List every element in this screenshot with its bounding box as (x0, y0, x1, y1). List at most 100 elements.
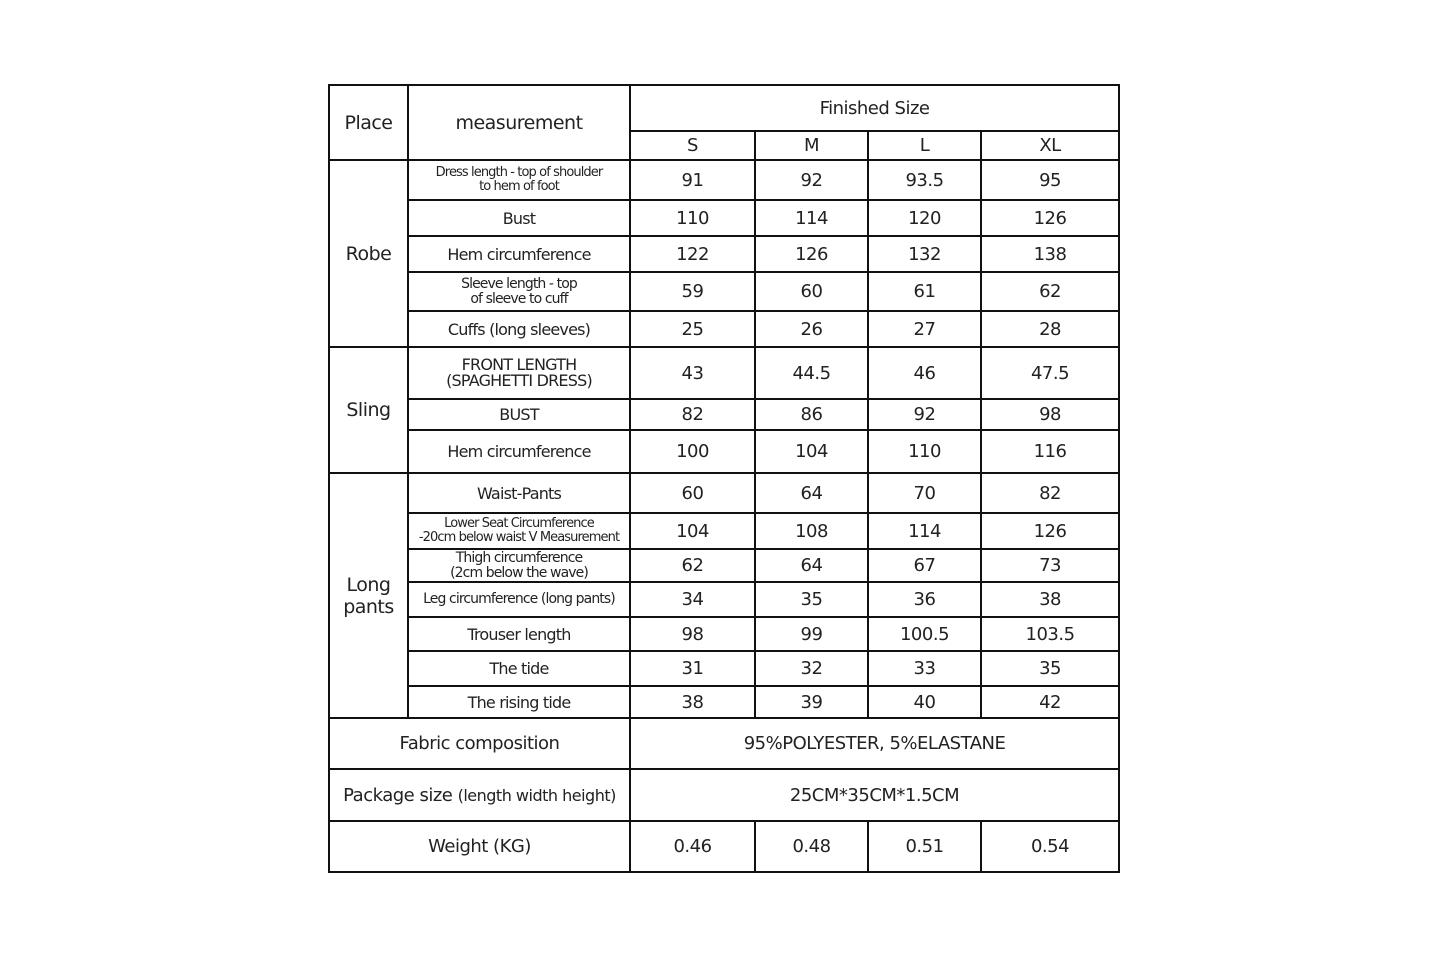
value-cell: 82 (979, 472, 1121, 514)
measurement-cell: The rising tide (407, 685, 631, 719)
value-cell: 93.5 (867, 159, 982, 201)
value-cell: 25 (629, 310, 756, 348)
table-row: Cuffs (long sleeves) 25 26 27 28 (329, 310, 1121, 348)
place-header: Place (328, 84, 409, 161)
value-cell: 103.5 (979, 616, 1121, 652)
table-row: BUST 82 86 92 98 (329, 398, 1121, 431)
value-cell: 36 (867, 581, 982, 618)
value-cell: 86 (754, 398, 869, 431)
measurement-cell: Hem circumference (407, 429, 631, 474)
measurement-label: FRONT LENGTH (461, 355, 578, 374)
weight-value: 0.46 (629, 820, 756, 873)
measurement-cell: Thigh circumference (2cm below the wave) (407, 548, 631, 583)
value-cell: 62 (629, 548, 756, 583)
table-row: The rising tide 38 39 40 42 (329, 685, 1121, 719)
measurement-cell: BUST (407, 398, 631, 431)
package-label: Package size (343, 784, 453, 806)
value-cell: 27 (867, 310, 982, 348)
value-cell: 59 (629, 271, 756, 312)
measurement-header: measurement (407, 84, 631, 161)
value-cell: 61 (867, 271, 982, 312)
value-cell: 43 (629, 346, 756, 400)
package-sublabel: (length width height) (457, 785, 617, 805)
weight-label: Weight (KG) (328, 820, 631, 873)
value-cell: 60 (629, 472, 756, 514)
measurement-label: Dress length - top of shoulder (435, 165, 604, 180)
value-cell: 44.5 (754, 346, 869, 400)
size-header-xl: XL (979, 130, 1121, 161)
table-row: Bust 110 114 120 126 (329, 199, 1121, 237)
measurement-label: Bust (502, 208, 536, 228)
value-cell: 34 (629, 581, 756, 618)
table-row: Hem circumference 122 126 132 138 (329, 235, 1121, 273)
size-header-s: S (629, 130, 756, 161)
value-cell: 38 (979, 581, 1121, 618)
value-cell: 120 (867, 199, 982, 237)
table-row: Lower Seat Circumference -20cm below wais… (329, 512, 1121, 550)
value-cell: 35 (979, 650, 1121, 687)
finished-size-header: Finished Size (628, 84, 1121, 132)
value-cell: 104 (629, 512, 756, 550)
place-label: pants (343, 595, 394, 618)
value-cell: 126 (754, 235, 869, 273)
measurement-cell: The tide (407, 650, 631, 687)
value-cell: 64 (754, 472, 869, 514)
value-cell: 92 (867, 398, 982, 431)
table-row: Leg circumference (long pants) 34 35 36 38 (329, 581, 1121, 618)
value-cell: 99 (754, 616, 869, 652)
measurement-cell: Sleeve length - top of sleeve to cuff (407, 271, 631, 312)
value-cell: 116 (979, 429, 1121, 474)
table-row: Thigh circumference (2cm below the wave) 6… (329, 548, 1121, 583)
measurement-sublabel: of sleeve to cuff (470, 290, 568, 307)
value-cell: 132 (867, 235, 982, 273)
measurement-label: The rising tide (467, 692, 572, 712)
value-cell: 67 (867, 548, 982, 583)
measurement-label: Hem circumference (447, 442, 591, 461)
measurement-label: Leg circumference (long pants) (423, 591, 616, 607)
value-cell: 114 (754, 199, 869, 237)
place-cell: Sling (328, 346, 409, 474)
value-cell: 114 (867, 512, 982, 550)
measurement-label: Waist-Pants (476, 483, 562, 503)
measurement-cell: Cuffs (long sleeves) (407, 310, 631, 348)
value-cell: 126 (979, 512, 1121, 550)
place-label: Robe (345, 242, 392, 265)
measurement-sublabel: (2cm below the wave) (450, 564, 589, 581)
measurement-cell: Leg circumference (long pants) (407, 581, 631, 618)
value-cell: 46 (867, 346, 982, 400)
table-row: Sling FRONT LENGTH (SPAGHETTI DRESS) 43 44.5… (328, 346, 1121, 474)
measurement-label: Sleeve length - top (461, 275, 578, 292)
value-cell: 91 (629, 159, 756, 201)
measurement-cell: Trouser length (407, 616, 631, 652)
measurement-cell: Waist-Pants (407, 472, 631, 514)
place-cell: Robe (328, 159, 409, 348)
size-header-m: M (754, 130, 869, 161)
value-cell: 40 (867, 685, 982, 719)
value-cell: 33 (867, 650, 982, 687)
value-cell: 82 (629, 398, 756, 431)
value-cell: 42 (979, 685, 1121, 719)
value-cell: 138 (979, 235, 1121, 273)
value-cell: 100.5 (867, 616, 982, 652)
measurement-label: Trouser length (467, 624, 571, 644)
value-cell: 62 (979, 271, 1121, 312)
measurement-sublabel: (SPAGHETTI DRESS) (446, 371, 593, 390)
value-cell: 38 (629, 685, 756, 719)
package-value: 25CM*35CM*1.5CM (628, 768, 1121, 822)
measurement-label: BUST (499, 405, 539, 424)
place-label: Sling (346, 399, 391, 421)
value-cell: 98 (629, 616, 756, 652)
value-cell: 122 (629, 235, 756, 273)
value-cell: 110 (629, 199, 756, 237)
measurement-label: Lower Seat Circumference (444, 516, 595, 531)
measurement-cell: Dress length - top of shoulder to hem of … (407, 159, 631, 201)
measurement-label: Thigh circumference (455, 549, 583, 566)
fabric-label: Fabric composition (328, 717, 631, 770)
value-cell: 92 (754, 159, 869, 201)
value-cell: 100 (629, 429, 756, 474)
value-cell: 26 (754, 310, 869, 348)
size-chart-table: Place measurement Finished Size S M L XL… (328, 84, 1121, 873)
value-cell: 47.5 (979, 346, 1121, 400)
size-header-l: L (867, 130, 982, 161)
value-cell: 73 (979, 548, 1121, 583)
